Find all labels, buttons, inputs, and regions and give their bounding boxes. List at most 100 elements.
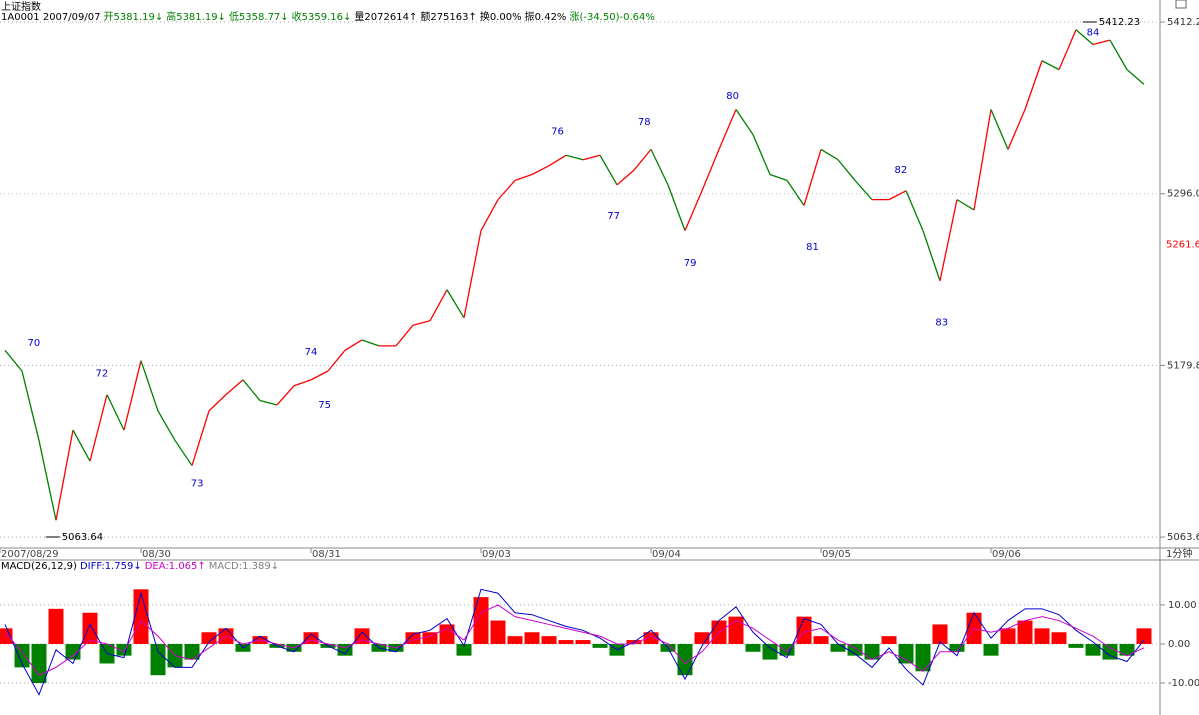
period-label: 1分钟: [1166, 547, 1192, 560]
price-segment: [1007, 109, 1026, 150]
info-item: 换0.00%: [479, 12, 522, 23]
price-segment: [905, 190, 924, 231]
info-item: 收5359.16↓: [291, 12, 352, 23]
macd-bar: [1119, 643, 1135, 656]
y-tick-label: 5412.2: [1167, 17, 1199, 28]
macd-bar: [1017, 620, 1033, 644]
macd-bar: [1102, 643, 1118, 660]
x-tick-label: 09/03: [482, 549, 511, 560]
price-segment: [1024, 60, 1043, 110]
price-segment: [735, 109, 754, 135]
y-tick-label: 0.00: [1168, 639, 1190, 650]
price-segment: [769, 173, 788, 182]
macd-bar: [677, 643, 693, 676]
price-segment: [89, 394, 108, 462]
info-item: 开5381.19↓: [103, 12, 164, 23]
price-segment: [225, 379, 244, 396]
price-segment: [565, 154, 584, 161]
price-segment: [21, 370, 40, 441]
price-segment: [667, 184, 686, 231]
price-segment: [208, 394, 227, 412]
macd-bar: [405, 632, 421, 644]
price-segment: [157, 410, 176, 441]
price-segment: [1075, 29, 1094, 45]
extreme-label: 5412.23: [1099, 17, 1140, 28]
y-tick-label: 5296.0: [1167, 189, 1199, 200]
icon: [1175, 0, 1187, 9]
price-segment: [939, 199, 958, 282]
info-item: MACD:1.389↓: [208, 561, 280, 572]
wave-label: 78: [638, 117, 651, 128]
price-segment: [480, 199, 499, 231]
macd-bar: [303, 632, 319, 644]
info-item: 额275163↑: [420, 12, 477, 23]
price-segment: [1041, 60, 1060, 71]
macd-bar: [864, 643, 880, 660]
wave-label: 80: [726, 91, 739, 102]
macd-bar: [456, 643, 472, 656]
info-item: 高5381.19↓: [166, 12, 226, 23]
price-segment: [259, 399, 278, 406]
price-segment: [497, 179, 516, 201]
info-item: DIFF:1.759↓: [79, 561, 142, 572]
macd-bar: [830, 643, 846, 652]
info-item: 低5358.77↓: [228, 12, 289, 23]
macd-bar: [745, 643, 761, 652]
wave-label: 79: [684, 258, 697, 269]
macd-bar: [490, 620, 506, 644]
price-segment: [361, 339, 380, 347]
wave-label: 83: [935, 317, 948, 328]
macd-bar: [881, 636, 897, 644]
price-segment: [514, 173, 533, 182]
price-segment: [1092, 39, 1111, 46]
price-segment: [4, 349, 23, 372]
wave-label: 77: [607, 211, 620, 222]
wave-label: 84: [1087, 28, 1100, 39]
price-segment: [1126, 69, 1145, 85]
price-segment: [174, 440, 193, 466]
price-segment: [888, 190, 907, 201]
macd-bar: [1085, 643, 1101, 656]
price-segment: [582, 154, 601, 161]
macd-bar: [354, 628, 370, 644]
price-segment: [429, 289, 448, 322]
macd-bar: [116, 643, 132, 656]
macd-bar: [150, 643, 166, 676]
x-tick-label: 09/04: [652, 549, 681, 560]
price-segment: [293, 379, 312, 387]
macd-bar: [1034, 628, 1050, 644]
macd-bar: [31, 643, 47, 683]
price-segment: [650, 149, 669, 186]
price-segment: [55, 429, 74, 521]
price-segment: [395, 324, 414, 347]
price-segment: [633, 148, 652, 171]
price-segment: [123, 360, 142, 431]
info-item: 涨(-34.50)-0.64%: [569, 12, 655, 23]
wave-label: 82: [895, 165, 908, 176]
macd-bar: [779, 643, 795, 656]
macd-line: [4, 588, 1145, 696]
info-item: 量2072614↑: [354, 12, 418, 23]
wave-label: 70: [28, 338, 41, 349]
price-segment: [106, 394, 125, 431]
x-tick-label: 08/31: [312, 549, 341, 560]
price-segment: [140, 360, 159, 412]
price-segment: [1109, 39, 1128, 70]
cursor-value: 5261.6: [1166, 240, 1199, 251]
macd-bar: [932, 624, 948, 644]
macd-bar: [1000, 628, 1016, 644]
macd-bar: [847, 643, 863, 656]
macd-bar: [983, 643, 999, 656]
y-tick-label: 5063.6: [1167, 532, 1199, 543]
macd-bar: [201, 632, 217, 644]
price-segment: [310, 370, 329, 381]
macd-bar: [592, 643, 608, 648]
price-segment: [922, 230, 941, 282]
y-tick-label: -10.00: [1168, 678, 1199, 689]
macd-bar: [82, 612, 98, 644]
price-segment: [344, 339, 363, 351]
price-segment: [820, 148, 839, 161]
macd-bar: [575, 640, 591, 644]
price-segment: [463, 230, 482, 318]
macd-bar: [1136, 628, 1152, 644]
